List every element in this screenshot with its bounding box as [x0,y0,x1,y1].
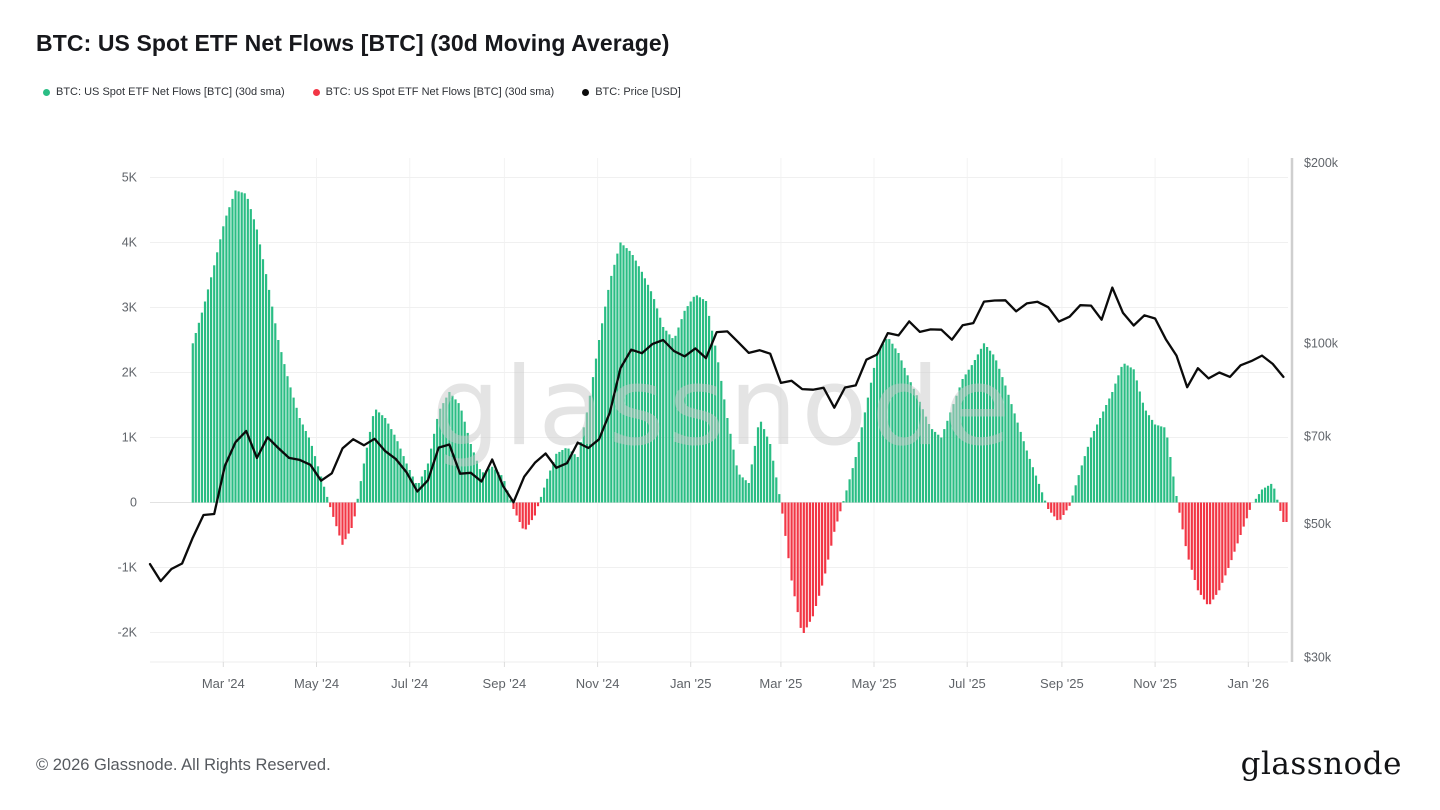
y-left-tick-label: -1K [118,561,138,575]
x-tick-label: May '24 [294,676,339,691]
y-left-axis-labels: 5K 4K 3K 2K 1K 0 -1K -2K [118,171,138,640]
legend-item-price[interactable]: BTC: Price [USD] [582,86,681,98]
y-left-tick-label: 3K [122,301,138,315]
price-line [148,286,1285,583]
y-right-tick-label: $30k [1304,650,1332,664]
x-tick-label: Sep '25 [1040,676,1084,691]
y-left-tick-label: 5K [122,171,138,185]
y-left-tick-label: 0 [130,496,137,510]
chart-canvas[interactable]: 5K 4K 3K 2K 1K 0 -1K -2K $200k $100k $70k $50k $30k M… [0,120,1440,810]
page-title: BTC: US Spot ETF Net Flows [BTC] (30d Mo… [36,30,670,56]
green-dot-icon [43,88,50,96]
legend-label: BTC: Price [USD] [595,86,681,98]
x-tick-label: Jan '25 [670,676,712,691]
x-tick-label: Nov '25 [1133,676,1177,691]
y-left-tick-label: 4K [122,236,138,250]
legend-item-netflows-negative[interactable]: BTC: US Spot ETF Net Flows [BTC] (30d sm… [312,86,555,98]
x-tick-label: Mar '25 [759,676,802,691]
y-right-tick-label: $100k [1304,337,1339,351]
y-right-tick-label: $50k [1304,517,1332,531]
y-right-tick-label: $200k [1304,156,1339,170]
netflow-bars [191,190,1288,633]
y-left-tick-label: 2K [122,366,138,380]
x-tick-label: Jan '26 [1228,676,1270,691]
red-dot-icon [312,88,320,96]
glassnode-watermark-text: glassnode [432,345,1015,470]
y-right-axis-labels: $200k $100k $70k $50k $30k [1304,156,1339,664]
x-axis-labels: Mar '24 May '24 Jul '24 Sep '24 Nov '24 Jan '… [202,676,1269,691]
legend-label: BTC: US Spot ETF Net Flows [BTC] (30d sm… [325,86,555,98]
legend-item-netflows-positive[interactable]: BTC: US Spot ETF Net Flows [BTC] (30d sm… [43,86,285,98]
y-left-tick-label: -2K [118,626,138,640]
y-right-tick-label: $70k [1304,430,1332,444]
chart-legend: BTC: US Spot ETF Net Flows [BTC] (30d sm… [43,86,681,98]
x-tick-label: Nov '24 [576,676,620,691]
x-tick-label: Jul '25 [949,676,986,691]
legend-label: BTC: US Spot ETF Net Flows [BTC] (30d sm… [56,86,285,98]
y-left-tick-label: 1K [122,431,138,445]
x-tick-label: Jul '24 [391,676,428,691]
chart-area[interactable]: 5K 4K 3K 2K 1K 0 -1K -2K $200k $100k $70k $50k $30k M… [0,120,1440,720]
black-dot-icon [582,88,590,96]
x-tick-label: Sep '24 [483,676,527,691]
x-tick-label: Mar '24 [202,676,245,691]
copyright-text: © 2026 Glassnode. All Rights Reserved. [36,756,331,774]
glassnode-logo: glassnode [1240,746,1402,782]
x-tick-label: May '25 [851,676,896,691]
